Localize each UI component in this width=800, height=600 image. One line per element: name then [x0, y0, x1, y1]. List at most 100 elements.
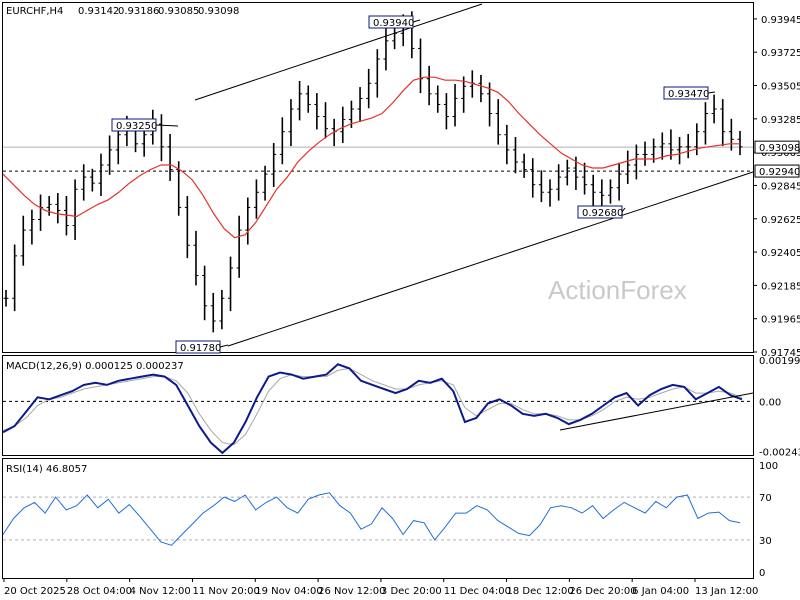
svg-text:0.91780: 0.91780	[180, 343, 221, 354]
watermark-text: ActionForex	[548, 275, 687, 305]
svg-text:0.93250: 0.93250	[116, 121, 157, 132]
time-tick-label: 13 Jan 12:00	[695, 586, 758, 597]
ohlc-bar	[478, 74, 484, 103]
time-tick-label: 11 Nov 20:00	[192, 586, 259, 597]
ohlc-bar	[72, 179, 78, 240]
pane-frames	[2, 2, 754, 579]
ohlc-bar	[12, 244, 18, 312]
ohlc-bar	[547, 179, 553, 207]
low-value: 0.93085	[158, 6, 199, 17]
ohlc-bar	[184, 196, 190, 259]
ohlc-bar	[262, 165, 268, 201]
ohlc-bar	[81, 164, 87, 201]
ohlc-bar	[702, 102, 708, 145]
ohlc-bar	[487, 82, 493, 127]
symbol-label: EURCHF,H4	[6, 6, 63, 17]
macd-title: MACD(12,26,9) 0.000125 0.000237	[6, 361, 184, 372]
axis-layer: 0.939450.937250.935050.932850.930650.928…	[3, 15, 800, 597]
ohlc-bar	[98, 153, 104, 197]
ohlc-bar	[340, 106, 346, 144]
ohlc-bar	[228, 256, 234, 312]
ohlc-bar	[279, 117, 285, 165]
time-tick-label: 26 Nov 12:00	[318, 586, 385, 597]
price-tick-label: 0.93285	[761, 115, 800, 126]
ohlc-bar	[210, 292, 216, 333]
close-value: 0.93098	[198, 6, 239, 17]
time-tick-label: 4 Nov 12:00	[130, 586, 191, 597]
price-annotation: 0.93940	[368, 15, 421, 29]
ohlc-bar	[599, 179, 605, 207]
ohlc-bar	[659, 132, 665, 160]
ohlc-bar	[495, 99, 501, 145]
ohlc-bar	[392, 24, 398, 50]
ohlc-bar	[633, 144, 639, 180]
ohlc-bar	[314, 93, 320, 130]
ohlc-bar	[512, 136, 518, 174]
ohlc-bar	[642, 141, 648, 166]
time-tick-label: 11 Dec 04:00	[444, 586, 511, 597]
price-tick-label: 0.92625	[761, 215, 800, 226]
svg-text:0.93098: 0.93098	[759, 143, 800, 154]
svg-text:0.93470: 0.93470	[668, 89, 709, 100]
lower-channel-line	[227, 171, 754, 347]
ohlc-bar	[694, 123, 700, 156]
ohlc-bar	[193, 230, 199, 286]
price-tick-label: 0.92845	[761, 181, 800, 192]
rsi-pane-frame	[2, 458, 754, 579]
ohlc-bar	[219, 289, 225, 330]
rsi-title: RSI(14) 46.8057	[6, 464, 87, 475]
price-pane-frame	[2, 2, 754, 353]
price-tick-label: 0.91965	[761, 315, 800, 326]
ohlc-bar	[158, 114, 164, 162]
ohlc-bar	[55, 193, 61, 224]
ohlc-bar	[357, 87, 363, 122]
open-value: 0.93142	[78, 6, 119, 17]
ohlc-bar	[530, 158, 536, 198]
macd-pane-frame	[2, 355, 754, 456]
ohlc-bar	[728, 118, 734, 151]
ohlc-bar	[20, 215, 26, 266]
ohlc-bar	[366, 68, 372, 109]
ohlc-bar	[288, 99, 294, 147]
ohlc-bar	[245, 197, 251, 245]
time-tick-label: 18 Dec 12:00	[507, 586, 574, 597]
ohlc-bar	[29, 209, 35, 245]
ohlc-bar	[297, 80, 303, 121]
macd-tick-label: -0.002434	[759, 448, 800, 459]
rsi-layer	[2, 492, 753, 546]
ohlc-bar	[236, 215, 242, 278]
ohlc-bar	[564, 159, 570, 186]
moving-average-line	[2, 76, 740, 239]
price-tick-label: 0.93945	[761, 15, 800, 26]
ohlc-bar	[452, 84, 458, 127]
ohlc-bar	[305, 85, 311, 113]
ohlc-bar	[504, 124, 510, 165]
rsi-tick-label: 70	[759, 493, 772, 504]
price-tick-label: 0.91745	[761, 348, 800, 359]
price-annotation: 0.91780	[175, 340, 229, 354]
ohlc-bar	[677, 136, 683, 165]
upper-channel-line	[194, 3, 483, 101]
ohlc-bar	[46, 196, 52, 216]
ohlc-bar	[89, 168, 95, 192]
time-tick-label: 28 Oct 04:00	[67, 586, 132, 597]
ohlc-bar	[3, 289, 9, 307]
ohlc-bar	[616, 162, 622, 201]
ohlc-bar	[63, 196, 69, 236]
ohlc-bar	[461, 76, 467, 113]
ohlc-bar	[435, 85, 441, 113]
svg-text:0.92680: 0.92680	[582, 208, 623, 219]
time-tick-label: 20 Oct 2025	[4, 586, 66, 597]
rsi-line	[2, 492, 741, 546]
macd-signal-line	[2, 367, 743, 446]
ohlc-bar	[607, 179, 613, 204]
price-annotation: 0.93470	[663, 86, 716, 100]
ohlc-bar	[253, 179, 259, 219]
ohlc-bar	[167, 133, 173, 181]
support-price-tag: 0.92940	[754, 164, 800, 178]
macd-main-line	[2, 363, 743, 455]
ohlc-bar	[590, 174, 596, 207]
time-tick-label: 3 Dec 20:00	[381, 586, 442, 597]
